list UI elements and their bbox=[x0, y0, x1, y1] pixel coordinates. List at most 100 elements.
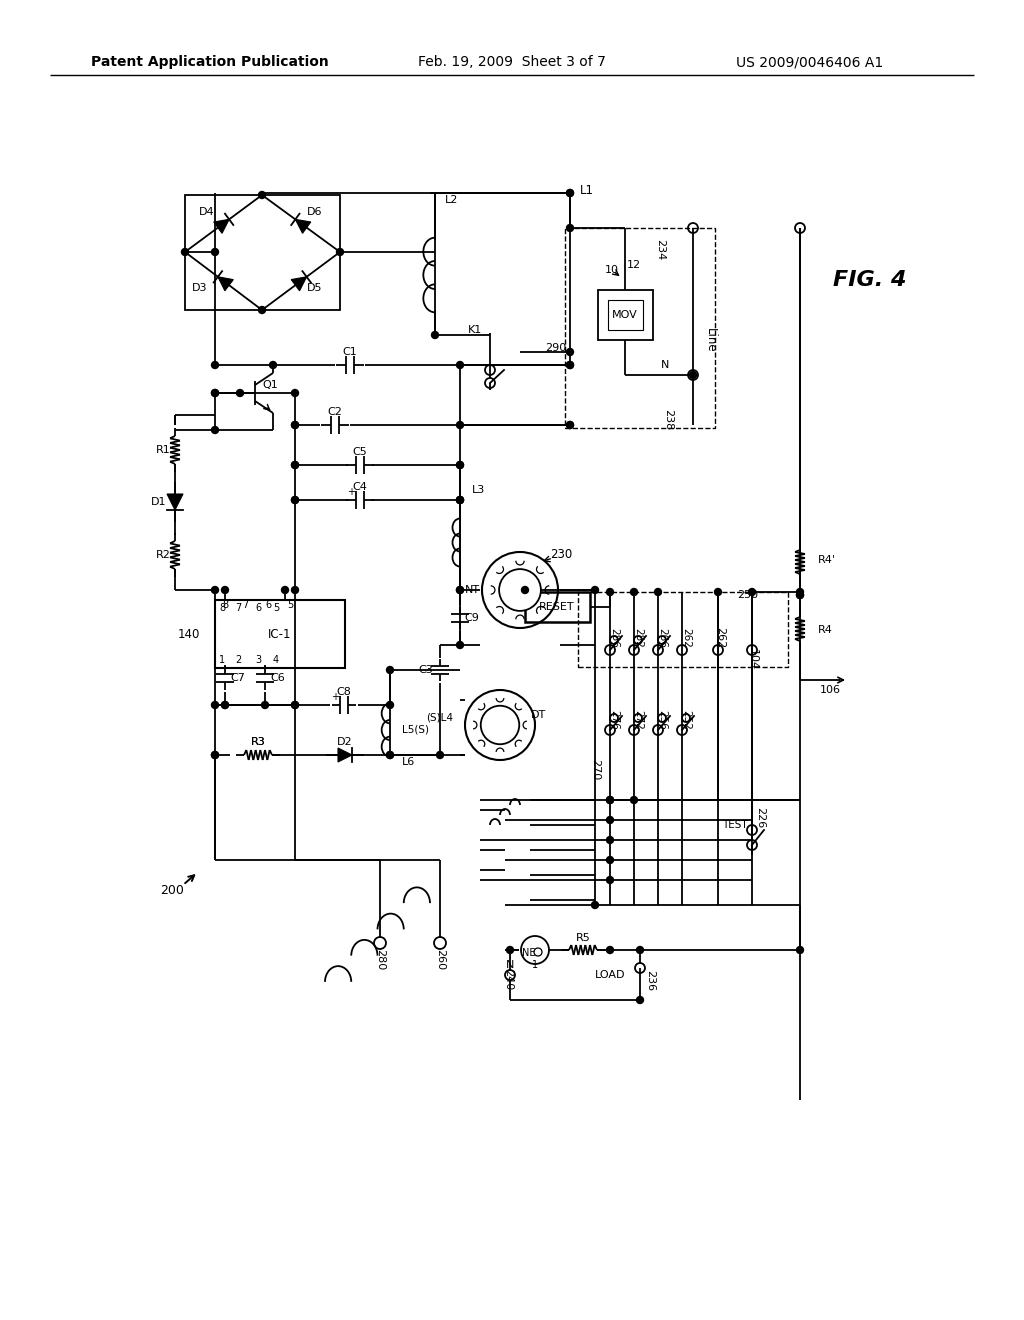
Text: 234: 234 bbox=[655, 239, 665, 260]
Circle shape bbox=[181, 248, 188, 256]
Circle shape bbox=[457, 642, 464, 648]
Bar bbox=[185, 195, 340, 310]
Polygon shape bbox=[218, 277, 233, 290]
Circle shape bbox=[292, 389, 299, 396]
Circle shape bbox=[212, 362, 218, 368]
Text: L2: L2 bbox=[445, 195, 459, 205]
Circle shape bbox=[212, 389, 218, 396]
Circle shape bbox=[221, 701, 228, 709]
Text: 252: 252 bbox=[681, 710, 691, 730]
Text: DT: DT bbox=[530, 710, 546, 719]
Circle shape bbox=[566, 362, 573, 368]
Bar bbox=[215, 601, 345, 668]
Text: N: N bbox=[506, 960, 514, 970]
Circle shape bbox=[606, 796, 613, 804]
Circle shape bbox=[566, 190, 573, 197]
Text: L6: L6 bbox=[402, 756, 416, 767]
Circle shape bbox=[221, 701, 228, 709]
Circle shape bbox=[237, 389, 244, 396]
Circle shape bbox=[457, 362, 464, 368]
Circle shape bbox=[292, 701, 299, 709]
Text: RESET: RESET bbox=[540, 602, 574, 612]
Text: +: + bbox=[347, 487, 355, 498]
Text: 270: 270 bbox=[590, 759, 600, 780]
Text: 7: 7 bbox=[234, 603, 241, 612]
Text: 266: 266 bbox=[657, 628, 667, 648]
Circle shape bbox=[566, 348, 573, 355]
Text: R2: R2 bbox=[156, 550, 170, 560]
Text: US 2009/0046406 A1: US 2009/0046406 A1 bbox=[736, 55, 884, 69]
Circle shape bbox=[797, 589, 804, 595]
Circle shape bbox=[386, 751, 393, 759]
Text: 230: 230 bbox=[550, 549, 572, 561]
Text: 276: 276 bbox=[609, 710, 618, 730]
Text: 8: 8 bbox=[222, 601, 228, 610]
Text: 5: 5 bbox=[272, 603, 280, 612]
Circle shape bbox=[689, 371, 696, 379]
Circle shape bbox=[269, 362, 276, 368]
Circle shape bbox=[386, 751, 393, 759]
Text: C1: C1 bbox=[343, 347, 357, 356]
Text: D1: D1 bbox=[152, 498, 167, 507]
Text: Patent Application Publication: Patent Application Publication bbox=[91, 55, 329, 69]
Text: 262: 262 bbox=[715, 627, 725, 648]
Text: 272: 272 bbox=[633, 710, 643, 730]
Circle shape bbox=[212, 586, 218, 594]
Text: Line: Line bbox=[703, 327, 717, 352]
Text: C4: C4 bbox=[352, 482, 368, 492]
Bar bbox=[565, 228, 715, 428]
Text: K1: K1 bbox=[468, 325, 482, 335]
Text: D2: D2 bbox=[337, 737, 353, 747]
Text: D4: D4 bbox=[200, 207, 215, 216]
Text: R3: R3 bbox=[251, 737, 265, 747]
Circle shape bbox=[457, 586, 464, 594]
Text: 286: 286 bbox=[609, 628, 618, 648]
Text: 280: 280 bbox=[375, 949, 385, 970]
Circle shape bbox=[212, 701, 218, 709]
Circle shape bbox=[292, 496, 299, 503]
Text: Q1: Q1 bbox=[262, 380, 278, 389]
Text: 140: 140 bbox=[177, 627, 200, 640]
Text: 5: 5 bbox=[287, 601, 293, 610]
Text: IC-1: IC-1 bbox=[268, 627, 292, 640]
Circle shape bbox=[797, 591, 804, 598]
Text: 7: 7 bbox=[242, 601, 248, 610]
Text: MOV: MOV bbox=[612, 310, 638, 319]
Text: +: + bbox=[331, 692, 339, 702]
Text: 1: 1 bbox=[219, 655, 225, 665]
Circle shape bbox=[566, 362, 573, 368]
Circle shape bbox=[654, 589, 662, 595]
Circle shape bbox=[221, 586, 228, 594]
Circle shape bbox=[566, 190, 573, 197]
Circle shape bbox=[606, 837, 613, 843]
Text: TEST: TEST bbox=[722, 820, 748, 830]
Circle shape bbox=[212, 426, 218, 433]
Text: 226: 226 bbox=[755, 808, 765, 829]
Circle shape bbox=[521, 586, 528, 594]
Text: R5: R5 bbox=[575, 933, 591, 942]
Text: FIG. 4: FIG. 4 bbox=[834, 271, 906, 290]
Circle shape bbox=[606, 817, 613, 824]
Circle shape bbox=[386, 667, 393, 673]
Bar bbox=[598, 290, 653, 341]
Circle shape bbox=[292, 586, 299, 594]
Text: R4': R4' bbox=[818, 554, 836, 565]
Polygon shape bbox=[214, 219, 229, 234]
Text: 4: 4 bbox=[273, 655, 280, 665]
Circle shape bbox=[797, 591, 804, 598]
Text: R3: R3 bbox=[251, 737, 265, 747]
Circle shape bbox=[592, 586, 598, 594]
Circle shape bbox=[431, 331, 438, 338]
Text: 106: 106 bbox=[819, 685, 841, 696]
Circle shape bbox=[337, 248, 343, 256]
Text: 262: 262 bbox=[681, 628, 691, 648]
Circle shape bbox=[386, 701, 393, 709]
Circle shape bbox=[457, 462, 464, 469]
Circle shape bbox=[258, 306, 265, 314]
Circle shape bbox=[592, 902, 598, 908]
Circle shape bbox=[566, 421, 573, 429]
Polygon shape bbox=[295, 219, 310, 234]
Text: NT: NT bbox=[465, 585, 479, 595]
Text: 238: 238 bbox=[663, 409, 673, 430]
Circle shape bbox=[606, 589, 613, 595]
